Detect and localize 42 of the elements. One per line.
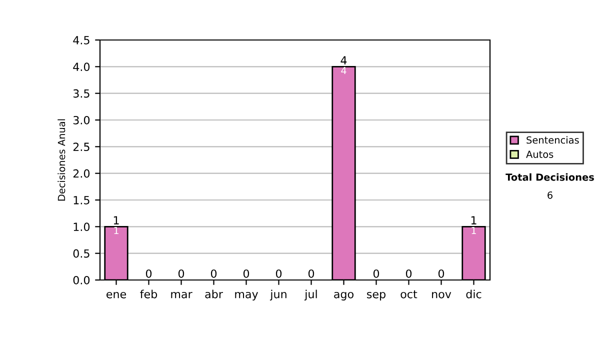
- total-label: 0: [210, 269, 217, 278]
- data-label: 1: [472, 226, 476, 234]
- x-tick-label: jul: [304, 290, 317, 300]
- text: 2.0: [73, 169, 90, 178]
- x-tick-label: dic: [466, 290, 482, 298]
- data-label: 4: [341, 66, 346, 74]
- text: 0.0: [73, 276, 90, 284]
- x-tick-label: ene: [106, 292, 126, 298]
- text: 4.0: [73, 62, 90, 72]
- text: 4.5: [73, 36, 90, 44]
- x-tick-label: may: [235, 292, 258, 300]
- text: 1.5: [74, 196, 90, 204]
- x-tick-label: oct: [400, 290, 418, 298]
- total-label: 0: [373, 269, 380, 278]
- total-label: 0: [276, 269, 282, 278]
- legend-label: Sentencias: [526, 136, 579, 144]
- total-label: 1: [114, 216, 119, 224]
- text: 1.0: [74, 222, 90, 232]
- y-axis-title: Decisiones Anual: [58, 119, 66, 201]
- total-label: 4: [340, 56, 347, 64]
- total-label: 0: [438, 269, 444, 278]
- total-label: 1: [471, 216, 476, 224]
- text: 0.5: [73, 249, 90, 258]
- x-tick-label: abr: [205, 290, 223, 298]
- x-tick-label: ago: [334, 292, 354, 300]
- x-tick-label: sep: [367, 292, 386, 300]
- text: Total Decisiones: [506, 173, 594, 181]
- text: 3.5: [73, 89, 90, 98]
- x-tick-label: mar: [171, 292, 192, 298]
- text: 2.5: [73, 142, 90, 152]
- data-label: 1: [114, 226, 118, 234]
- total-label: 0: [406, 269, 412, 278]
- x-tick-label: feb: [140, 290, 158, 298]
- text: 3.0: [73, 116, 90, 124]
- x-tick-label: jun: [270, 290, 286, 300]
- total-label: 0: [146, 269, 152, 278]
- x-tick-label: nov: [432, 292, 452, 298]
- legend-label: Autos: [526, 150, 554, 158]
- total-label: 0: [243, 269, 250, 278]
- text: 6: [548, 191, 552, 199]
- total-label: 0: [308, 269, 314, 278]
- total-label: 0: [178, 269, 184, 278]
